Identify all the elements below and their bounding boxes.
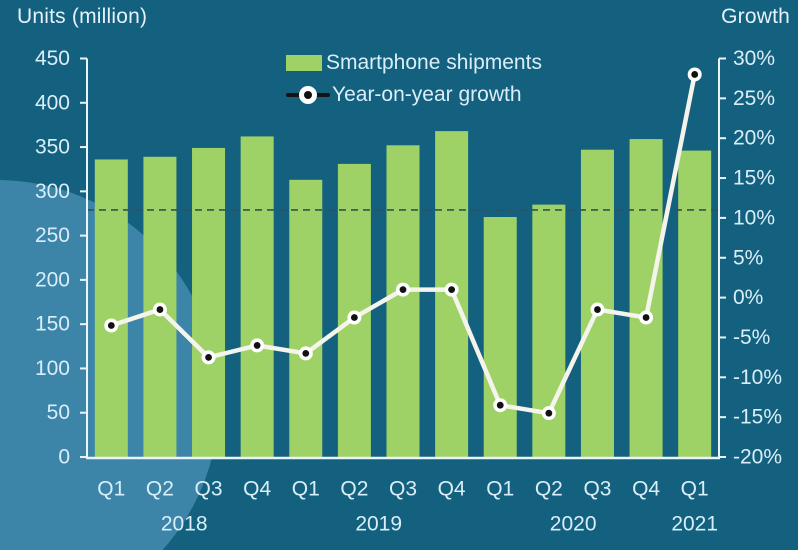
left-tick-label: 350 [35, 136, 70, 159]
right-tick-label: 25% [733, 87, 775, 110]
x-quarter-label: Q2 [146, 478, 174, 501]
growth-marker-inner [253, 342, 261, 349]
x-quarter-label: Q3 [583, 478, 611, 501]
growth-marker-inner [350, 314, 358, 321]
x-year-label: 2018 [161, 513, 208, 536]
left-tick-label: 250 [35, 224, 70, 247]
left-tick-label: 400 [35, 91, 70, 114]
growth-marker-inner [156, 306, 164, 313]
bar-q4-2020 [629, 139, 663, 457]
right-tick-label: 30% [733, 47, 775, 70]
left-tick-label: 450 [35, 47, 70, 70]
left-tick-label: 200 [35, 268, 70, 291]
x-year-label: 2019 [355, 513, 402, 536]
bar-q4-2018 [240, 136, 274, 457]
right-tick-label: 5% [733, 246, 763, 269]
right-tick-label: 10% [733, 206, 775, 229]
bar-swatch-icon [286, 55, 322, 71]
legend-label-shipments: Smartphone shipments [326, 51, 542, 74]
left-tick-label: 150 [35, 313, 70, 336]
bar-q1-2021 [678, 150, 712, 457]
legend-label-growth: Year-on-year growth [332, 83, 522, 106]
growth-marker-inner [691, 71, 699, 78]
right-tick-label: -20% [733, 446, 782, 469]
line-marker-icon [286, 82, 330, 108]
x-year-label: 2021 [671, 513, 718, 536]
left-tick-label: 50 [47, 401, 70, 424]
growth-marker-inner [642, 314, 650, 321]
x-quarter-label: Q4 [438, 478, 466, 501]
right-axis-title: Growth [721, 5, 790, 28]
legend-item-shipments: Smartphone shipments [286, 50, 542, 76]
left-tick-label: 0 [58, 446, 70, 469]
x-quarter-label: Q1 [97, 478, 125, 501]
growth-marker-inner [545, 409, 553, 417]
x-quarter-label: Q2 [535, 478, 563, 501]
x-quarter-label: Q4 [632, 478, 660, 501]
right-tick-label: 15% [733, 167, 775, 190]
bar-q3-2019 [386, 145, 420, 458]
right-tick-label: -5% [733, 326, 770, 349]
growth-marker-inner [594, 306, 601, 313]
bar-q1-2018 [94, 159, 128, 457]
left-tick-label: 300 [35, 180, 70, 203]
right-tick-label: 20% [733, 127, 775, 150]
bar-q1-2019 [289, 179, 323, 457]
left-axis-title: Units (million) [17, 5, 148, 28]
left-tick-label: 100 [35, 357, 70, 380]
right-tick-label: -10% [733, 366, 782, 389]
x-quarter-label: Q1 [486, 478, 514, 501]
x-quarter-label: Q2 [340, 478, 368, 501]
x-quarter-label: Q1 [292, 478, 320, 501]
bar-q1-2020 [483, 217, 517, 457]
growth-marker-inner [107, 322, 115, 329]
x-year-label: 2020 [550, 513, 597, 536]
right-tick-label: 0% [733, 286, 763, 309]
x-quarter-label: Q3 [389, 478, 417, 501]
x-quarter-label: Q3 [195, 478, 223, 501]
right-tick-label: -15% [733, 406, 782, 429]
growth-marker-inner [496, 401, 504, 409]
chart-legend: Smartphone shipments Year-on-year growth [286, 50, 542, 108]
growth-marker-inner [302, 349, 310, 357]
growth-marker-inner [399, 286, 407, 294]
x-quarter-label: Q4 [243, 478, 271, 501]
bar-q3-2018 [192, 147, 226, 458]
legend-item-growth: Year-on-year growth [286, 82, 542, 108]
growth-marker-inner [448, 286, 456, 294]
x-quarter-label: Q1 [681, 478, 709, 501]
growth-marker-inner [205, 353, 212, 361]
